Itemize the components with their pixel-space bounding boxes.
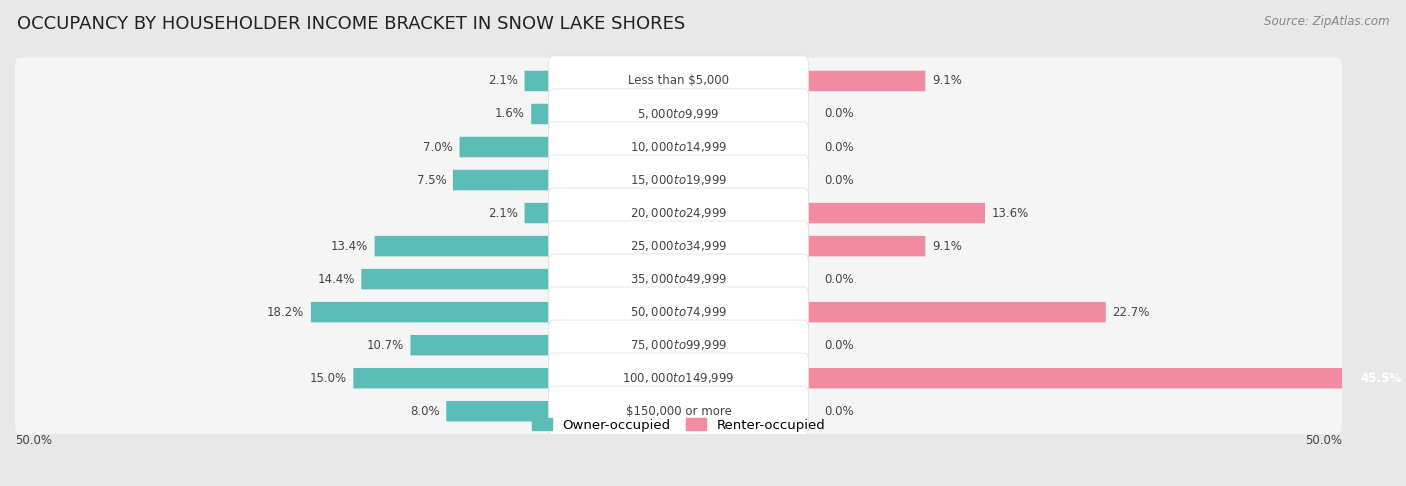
Text: $15,000 to $19,999: $15,000 to $19,999 <box>630 173 727 187</box>
FancyBboxPatch shape <box>460 137 553 157</box>
Text: 13.6%: 13.6% <box>991 207 1029 220</box>
Text: $25,000 to $34,999: $25,000 to $34,999 <box>630 239 727 253</box>
Text: 0.0%: 0.0% <box>824 273 853 286</box>
Text: 15.0%: 15.0% <box>309 372 347 385</box>
FancyBboxPatch shape <box>15 388 1341 434</box>
Text: 7.5%: 7.5% <box>416 174 446 187</box>
Text: 7.0%: 7.0% <box>423 140 453 154</box>
Text: 0.0%: 0.0% <box>824 140 853 154</box>
FancyBboxPatch shape <box>15 322 1341 368</box>
FancyBboxPatch shape <box>548 320 808 370</box>
Text: 14.4%: 14.4% <box>318 273 354 286</box>
FancyBboxPatch shape <box>548 188 808 238</box>
Text: 45.5%: 45.5% <box>1361 372 1402 385</box>
FancyBboxPatch shape <box>15 355 1341 401</box>
FancyBboxPatch shape <box>311 302 553 322</box>
Text: 2.1%: 2.1% <box>488 207 517 220</box>
Text: 0.0%: 0.0% <box>824 405 853 418</box>
FancyBboxPatch shape <box>453 170 553 191</box>
Text: 8.0%: 8.0% <box>411 405 440 418</box>
Text: 18.2%: 18.2% <box>267 306 304 319</box>
Text: 50.0%: 50.0% <box>1305 434 1341 447</box>
FancyBboxPatch shape <box>15 289 1341 336</box>
Text: 22.7%: 22.7% <box>1112 306 1150 319</box>
FancyBboxPatch shape <box>446 401 553 421</box>
FancyBboxPatch shape <box>548 254 808 304</box>
FancyBboxPatch shape <box>804 236 925 256</box>
FancyBboxPatch shape <box>548 89 808 139</box>
Text: $20,000 to $24,999: $20,000 to $24,999 <box>630 206 727 220</box>
Text: 0.0%: 0.0% <box>824 174 853 187</box>
FancyBboxPatch shape <box>361 269 553 289</box>
Text: 10.7%: 10.7% <box>367 339 404 352</box>
FancyBboxPatch shape <box>804 302 1105 322</box>
FancyBboxPatch shape <box>15 256 1341 303</box>
Text: 0.0%: 0.0% <box>824 107 853 121</box>
Text: $5,000 to $9,999: $5,000 to $9,999 <box>637 107 720 121</box>
FancyBboxPatch shape <box>804 368 1406 388</box>
Text: 0.0%: 0.0% <box>824 339 853 352</box>
FancyBboxPatch shape <box>548 386 808 436</box>
Text: 50.0%: 50.0% <box>15 434 52 447</box>
Text: 13.4%: 13.4% <box>330 240 368 253</box>
Text: Source: ZipAtlas.com: Source: ZipAtlas.com <box>1264 15 1389 28</box>
Text: $10,000 to $14,999: $10,000 to $14,999 <box>630 140 727 154</box>
Text: $150,000 or more: $150,000 or more <box>626 405 731 418</box>
FancyBboxPatch shape <box>15 57 1341 104</box>
FancyBboxPatch shape <box>804 71 925 91</box>
FancyBboxPatch shape <box>411 335 553 355</box>
FancyBboxPatch shape <box>15 223 1341 270</box>
Text: 2.1%: 2.1% <box>488 74 517 87</box>
Text: 9.1%: 9.1% <box>932 74 962 87</box>
FancyBboxPatch shape <box>15 123 1341 171</box>
FancyBboxPatch shape <box>548 287 808 337</box>
FancyBboxPatch shape <box>548 353 808 403</box>
FancyBboxPatch shape <box>548 122 808 172</box>
FancyBboxPatch shape <box>15 156 1341 204</box>
FancyBboxPatch shape <box>531 104 553 124</box>
FancyBboxPatch shape <box>524 71 553 91</box>
FancyBboxPatch shape <box>548 56 808 106</box>
FancyBboxPatch shape <box>15 90 1341 138</box>
Text: 9.1%: 9.1% <box>932 240 962 253</box>
FancyBboxPatch shape <box>548 155 808 205</box>
Text: OCCUPANCY BY HOUSEHOLDER INCOME BRACKET IN SNOW LAKE SHORES: OCCUPANCY BY HOUSEHOLDER INCOME BRACKET … <box>17 15 685 33</box>
Text: $75,000 to $99,999: $75,000 to $99,999 <box>630 338 727 352</box>
FancyBboxPatch shape <box>374 236 553 256</box>
FancyBboxPatch shape <box>804 203 986 223</box>
FancyBboxPatch shape <box>548 221 808 271</box>
Text: $50,000 to $74,999: $50,000 to $74,999 <box>630 305 727 319</box>
FancyBboxPatch shape <box>353 368 553 388</box>
FancyBboxPatch shape <box>524 203 553 223</box>
Text: Less than $5,000: Less than $5,000 <box>628 74 728 87</box>
Text: $35,000 to $49,999: $35,000 to $49,999 <box>630 272 727 286</box>
Text: $100,000 to $149,999: $100,000 to $149,999 <box>623 371 735 385</box>
Text: 1.6%: 1.6% <box>495 107 524 121</box>
Legend: Owner-occupied, Renter-occupied: Owner-occupied, Renter-occupied <box>531 418 825 432</box>
FancyBboxPatch shape <box>15 190 1341 237</box>
